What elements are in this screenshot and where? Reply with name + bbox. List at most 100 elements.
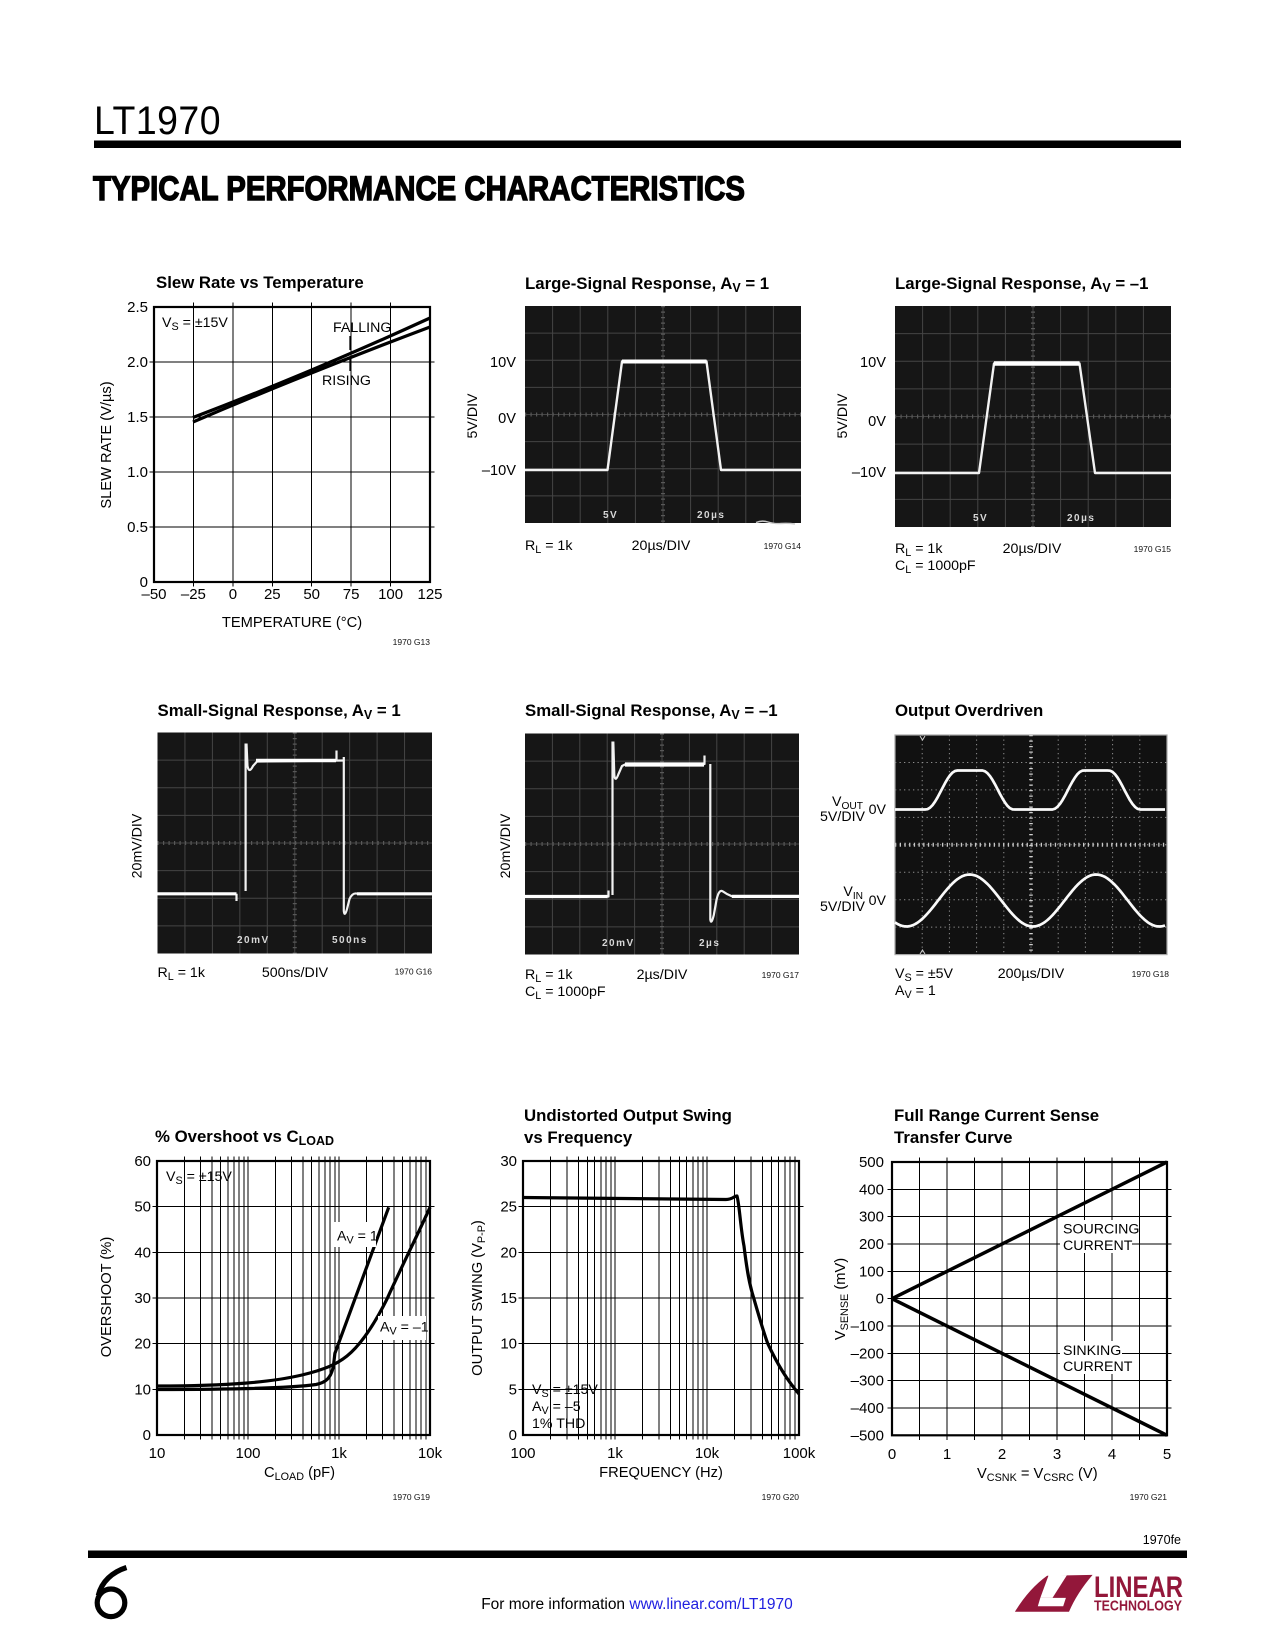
svg-text:Transfer Curve: Transfer Curve bbox=[894, 1128, 1012, 1147]
svg-text:20mV: 20mV bbox=[602, 938, 635, 949]
svg-text:CLOAD (pF): CLOAD (pF) bbox=[264, 1465, 335, 1483]
svg-text:1970 G14: 1970 G14 bbox=[764, 541, 802, 551]
svg-text:30: 30 bbox=[134, 1290, 151, 1307]
svg-text:Output Overdriven: Output Overdriven bbox=[895, 701, 1043, 720]
svg-text:20µs/DIV: 20µs/DIV bbox=[632, 538, 691, 554]
svg-text:RL = 1k: RL = 1k bbox=[158, 965, 206, 983]
svg-text:30: 30 bbox=[500, 1153, 517, 1170]
svg-text:–100: –100 bbox=[851, 1318, 884, 1335]
svg-text:10k: 10k bbox=[695, 1445, 720, 1462]
svg-text:60: 60 bbox=[134, 1153, 151, 1170]
svg-text:15: 15 bbox=[500, 1290, 517, 1307]
svg-text:SLEW RATE (V/µs): SLEW RATE (V/µs) bbox=[99, 381, 115, 508]
svg-text:400: 400 bbox=[859, 1181, 884, 1198]
svg-text:200: 200 bbox=[859, 1236, 884, 1253]
svg-text:Undistorted Output Swing: Undistorted Output Swing bbox=[524, 1106, 732, 1125]
svg-text:5V/DIV: 5V/DIV bbox=[820, 809, 865, 825]
svg-text:5V: 5V bbox=[603, 510, 618, 521]
svg-text:OVERSHOOT (%): OVERSHOOT (%) bbox=[99, 1237, 115, 1358]
svg-text:AV = 1: AV = 1 bbox=[895, 983, 936, 1001]
svg-text:SOURCING: SOURCING bbox=[1063, 1222, 1139, 1238]
svg-text:0V: 0V bbox=[869, 893, 887, 909]
svg-text:0: 0 bbox=[140, 574, 148, 591]
svg-text:1970fe: 1970fe bbox=[1143, 1533, 1181, 1547]
svg-text:vs Frequency: vs Frequency bbox=[524, 1128, 633, 1147]
svg-text:TECHNOLOGY: TECHNOLOGY bbox=[1094, 1598, 1182, 1615]
svg-text:For more information www.linea: For more information www.linear.com/LT19… bbox=[481, 1596, 793, 1613]
svg-text:0V: 0V bbox=[498, 411, 516, 427]
svg-text:VS = ±15V: VS = ±15V bbox=[166, 1169, 232, 1187]
svg-text:10: 10 bbox=[149, 1445, 166, 1462]
svg-text:AV = –5: AV = –5 bbox=[532, 1399, 581, 1417]
svg-text:5V: 5V bbox=[973, 513, 988, 524]
svg-text:20: 20 bbox=[134, 1336, 151, 1353]
svg-text:0: 0 bbox=[229, 586, 237, 603]
svg-text:100k: 100k bbox=[783, 1445, 816, 1462]
svg-text:LINEAR: LINEAR bbox=[1094, 1571, 1183, 1604]
svg-text:500ns: 500ns bbox=[332, 935, 368, 946]
svg-text:20µs: 20µs bbox=[697, 510, 725, 521]
svg-text:500ns/DIV: 500ns/DIV bbox=[262, 965, 329, 981]
svg-text:–10V: –10V bbox=[482, 463, 516, 479]
svg-text:RISING: RISING bbox=[322, 373, 371, 389]
svg-text:10k: 10k bbox=[418, 1445, 443, 1462]
svg-text:CURRENT: CURRENT bbox=[1063, 1359, 1133, 1375]
svg-text:25: 25 bbox=[500, 1199, 517, 1216]
svg-text:50: 50 bbox=[303, 586, 320, 603]
svg-text:Large-Signal Response, AV = 1: Large-Signal Response, AV = 1 bbox=[525, 274, 769, 295]
svg-text:1k: 1k bbox=[607, 1445, 623, 1462]
svg-text:40: 40 bbox=[134, 1244, 151, 1261]
svg-text:10V: 10V bbox=[490, 355, 516, 371]
svg-text:100: 100 bbox=[859, 1263, 884, 1280]
svg-text:1.5: 1.5 bbox=[127, 409, 148, 426]
svg-text:100: 100 bbox=[510, 1445, 535, 1462]
svg-text:Small-Signal Response, AV = 1: Small-Signal Response, AV = 1 bbox=[158, 701, 401, 722]
svg-text:20µs/DIV: 20µs/DIV bbox=[1003, 541, 1062, 557]
svg-text:AV = 1: AV = 1 bbox=[337, 1229, 378, 1247]
svg-text:5V/DIV: 5V/DIV bbox=[835, 393, 851, 438]
svg-text:CURRENT: CURRENT bbox=[1063, 1238, 1133, 1254]
svg-text:1970 G18: 1970 G18 bbox=[1132, 969, 1170, 979]
svg-text:VS = ±15V: VS = ±15V bbox=[162, 315, 228, 333]
svg-text:4: 4 bbox=[1108, 1446, 1116, 1463]
svg-text:2: 2 bbox=[998, 1446, 1006, 1463]
svg-text:RL = 1k: RL = 1k bbox=[525, 538, 573, 556]
svg-text:5: 5 bbox=[509, 1381, 517, 1398]
svg-text:1k: 1k bbox=[331, 1445, 347, 1462]
svg-text:0V: 0V bbox=[868, 414, 886, 430]
svg-text:2.5: 2.5 bbox=[127, 299, 148, 316]
svg-text:1970 G15: 1970 G15 bbox=[1134, 544, 1172, 554]
svg-text:20mV/DIV: 20mV/DIV bbox=[130, 813, 146, 878]
svg-text:OUTPUT SWING (VP-P): OUTPUT SWING (VP-P) bbox=[470, 1220, 488, 1376]
svg-text:0: 0 bbox=[876, 1291, 884, 1308]
svg-text:10V: 10V bbox=[860, 355, 886, 371]
svg-text:50: 50 bbox=[134, 1199, 151, 1216]
svg-text:100: 100 bbox=[235, 1445, 260, 1462]
svg-text:Small-Signal Response, AV = –1: Small-Signal Response, AV = –1 bbox=[525, 701, 778, 722]
svg-text:1: 1 bbox=[943, 1446, 951, 1463]
svg-text:1970 G13: 1970 G13 bbox=[393, 637, 431, 647]
svg-text:1970 G17: 1970 G17 bbox=[762, 970, 800, 980]
svg-text:Large-Signal Response, AV = –1: Large-Signal Response, AV = –1 bbox=[895, 274, 1148, 295]
svg-text:RL = 1k: RL = 1k bbox=[525, 967, 573, 985]
svg-text:1970 G16: 1970 G16 bbox=[395, 967, 433, 977]
svg-text:–50: –50 bbox=[141, 586, 166, 603]
svg-text:200µs/DIV: 200µs/DIV bbox=[998, 966, 1065, 982]
svg-text:–25: –25 bbox=[181, 586, 206, 603]
svg-text:0.5: 0.5 bbox=[127, 519, 148, 536]
svg-text:LT1970: LT1970 bbox=[94, 99, 221, 143]
svg-text:0: 0 bbox=[143, 1427, 151, 1444]
svg-text:10: 10 bbox=[500, 1336, 517, 1353]
svg-text:20: 20 bbox=[500, 1244, 517, 1261]
svg-text:TEMPERATURE (°C): TEMPERATURE (°C) bbox=[222, 615, 362, 631]
svg-text:AV = –1: AV = –1 bbox=[380, 1320, 429, 1338]
svg-text:300: 300 bbox=[859, 1209, 884, 1226]
svg-text:1% THD: 1% THD bbox=[532, 1416, 585, 1432]
svg-text:0V: 0V bbox=[869, 802, 887, 818]
svg-text:100: 100 bbox=[378, 586, 403, 603]
svg-text:10: 10 bbox=[134, 1381, 151, 1398]
svg-text:–400: –400 bbox=[851, 1400, 884, 1417]
svg-text:–500: –500 bbox=[851, 1427, 884, 1444]
svg-text:20mV/DIV: 20mV/DIV bbox=[498, 813, 514, 878]
svg-text:5V/DIV: 5V/DIV bbox=[465, 393, 481, 438]
